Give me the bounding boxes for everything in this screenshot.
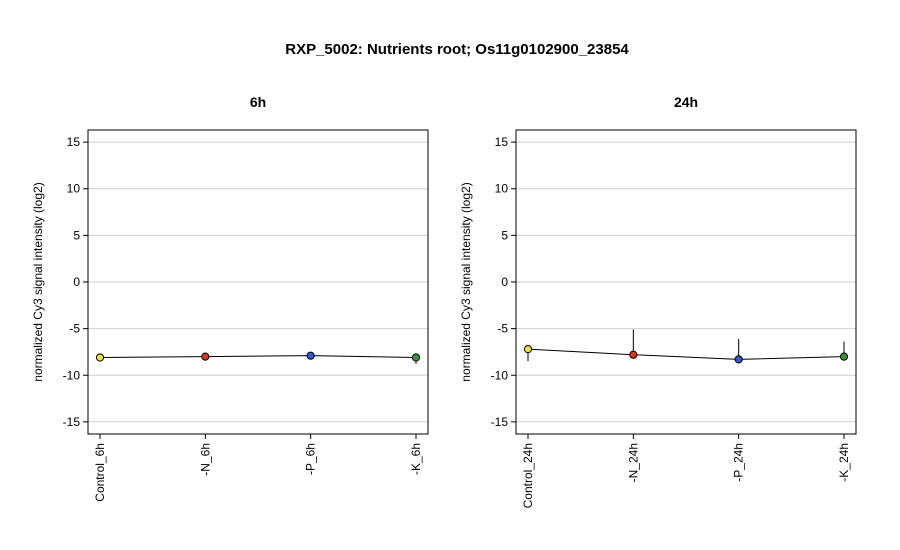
data-point: [201, 352, 210, 361]
figure-title: RXP_5002: Nutrients root; Os11g0102900_2…: [285, 41, 629, 58]
y-tick-label: -5: [69, 322, 80, 336]
x-tick-label: -K_6h: [409, 443, 423, 475]
y-tick-label: 10: [67, 182, 81, 196]
panel-title: 24h: [674, 94, 698, 110]
y-tick-label: 0: [73, 275, 80, 289]
y-axis-label: normalized Cy3 signal intensity (log2): [31, 182, 45, 381]
chart-panel-24h: 24h -15 -10 -5 0 5 10 15 normalized Cy3 signal i…: [459, 94, 857, 508]
x-tick-label: -P_6h: [304, 443, 318, 475]
y-tick-label: -15: [63, 415, 81, 429]
y-axis-label: normalized Cy3 signal intensity (log2): [459, 182, 473, 381]
x-tick-label: Control_6h: [93, 443, 107, 502]
y-tick-label: 15: [67, 135, 81, 149]
data-point: [629, 350, 638, 359]
data-point: [734, 355, 743, 364]
y-tick-label: 10: [495, 182, 509, 196]
y-tick-label: -5: [497, 322, 508, 336]
y-tick-label: 0: [501, 275, 508, 289]
x-tick-label: -N_6h: [198, 443, 212, 476]
x-tick-label: -N_24h: [626, 443, 640, 482]
y-tick-label: -10: [491, 368, 509, 382]
y-tick-label: -10: [63, 368, 81, 382]
y-tick-label: 5: [501, 228, 508, 242]
x-tick-label: Control_24h: [521, 443, 535, 508]
data-point: [839, 352, 849, 361]
y-tick-label: 15: [495, 135, 509, 149]
data-point: [523, 345, 533, 354]
data-point: [306, 351, 315, 360]
data-point: [411, 353, 421, 362]
y-tick-label: -15: [491, 415, 509, 429]
x-tick-label: -P_24h: [732, 443, 746, 482]
y-tick-label: 5: [73, 228, 80, 242]
x-tick-label: -K_24h: [837, 443, 851, 482]
panel-title: 6h: [250, 94, 266, 110]
chart-panel-6h: 6h -15 -10 -5 0 5 10 15 normalized Cy3 signal in…: [31, 94, 429, 502]
data-point: [95, 353, 105, 362]
series-line: [99, 355, 417, 359]
series-line: [527, 348, 845, 360]
